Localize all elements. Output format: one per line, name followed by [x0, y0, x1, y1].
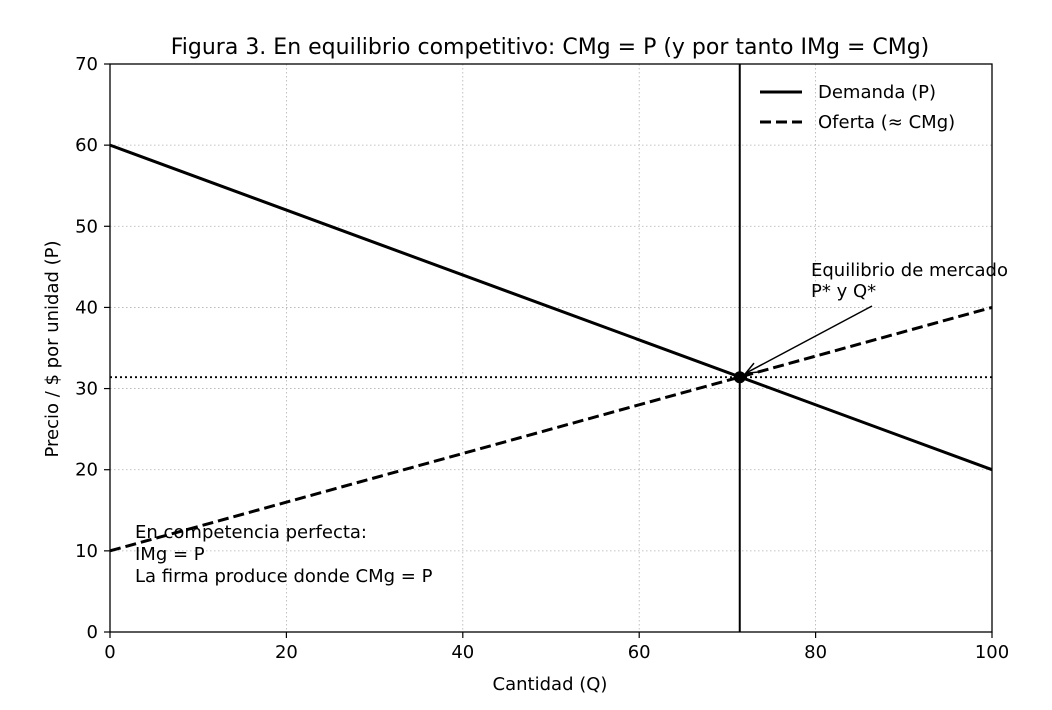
plot-frame — [109, 63, 993, 633]
y-tick-label: 70 — [75, 54, 98, 75]
series-lines — [109, 143, 993, 553]
competition-note-line: IMg = P — [135, 544, 205, 565]
y-axis-label: Precio / $ por unidad (P) — [42, 240, 63, 457]
y-axis-ticks: 0 10 20 30 40 50 60 70 — [75, 54, 110, 643]
y-tick-label: 10 — [75, 541, 98, 562]
x-tick-label: 60 — [628, 642, 651, 663]
x-tick-label: 100 — [975, 642, 1009, 663]
y-tick-label: 50 — [75, 216, 98, 237]
y-tick-label: 40 — [75, 297, 98, 318]
y-tick-label: 60 — [75, 135, 98, 156]
legend: Demanda (P) Oferta (≈ CMg) — [760, 82, 955, 133]
demand-line — [109, 143, 993, 472]
x-tick-label: 40 — [451, 642, 474, 663]
x-axis-label: Cantidad (Q) — [493, 674, 608, 695]
competition-note-line: En competencia perfecta: — [135, 522, 367, 543]
annotation-arrow-shaft — [745, 305, 873, 374]
equilibrium-point — [733, 371, 746, 384]
grid — [109, 63, 993, 633]
x-tick-label: 20 — [275, 642, 298, 663]
y-tick-label: 30 — [75, 379, 98, 400]
equilibrium-label-line: P* y Q* — [811, 281, 876, 302]
y-tick-label: 0 — [87, 622, 98, 643]
x-tick-label: 80 — [804, 642, 827, 663]
legend-label: Demanda (P) — [818, 82, 936, 103]
equilibrium-marks — [110, 64, 992, 632]
supply-line — [109, 305, 993, 553]
x-tick-label: 0 — [104, 642, 115, 663]
chart-title: Figura 3. En equilibrio competitivo: CMg… — [171, 35, 930, 60]
x-axis-ticks: 0 20 40 60 80 100 — [104, 632, 1009, 663]
equilibrium-label-line: Equilibrio de mercado — [811, 260, 1008, 281]
competition-note-line: La firma produce donde CMg = P — [135, 566, 433, 587]
annotation-arrow-head — [744, 362, 759, 375]
legend-label: Oferta (≈ CMg) — [818, 112, 955, 133]
y-tick-label: 20 — [75, 460, 98, 481]
